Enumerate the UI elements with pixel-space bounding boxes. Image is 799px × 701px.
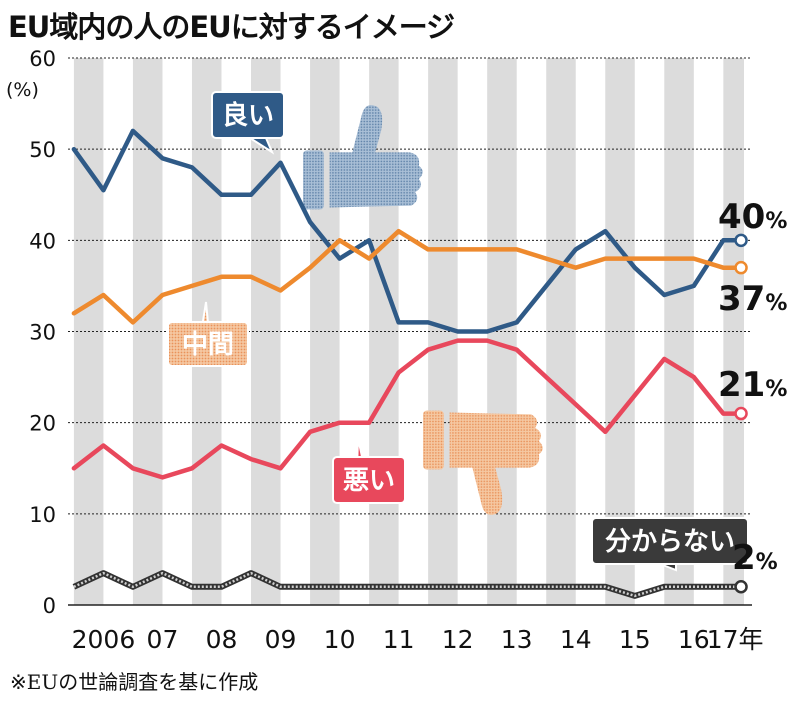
series-name-bad: 悪い — [343, 466, 395, 496]
series-line-unknown — [73, 571, 741, 598]
x-tick-label: 2006 — [72, 625, 136, 654]
x-tick-label: 09 — [265, 625, 297, 654]
x-tick-label: 15 — [619, 625, 651, 654]
end-marker-unknown — [734, 580, 748, 594]
series-name-neutral: 中間 — [182, 330, 234, 360]
y-axis-label: (%) — [6, 79, 39, 101]
chart-title: EU域内の人のEUに対するイメージ — [8, 10, 455, 44]
source-note: ※EUの世論調査を基に作成 — [10, 670, 259, 694]
y-tick-label: 0 — [43, 594, 56, 618]
x-tick-label: 12 — [442, 625, 474, 654]
series-line-bad — [71, 338, 744, 480]
x-tick-label: 10 — [324, 625, 356, 654]
x-tick-label: 16 — [678, 625, 710, 654]
x-tick-label: 13 — [501, 625, 533, 654]
end-marker-bad — [734, 406, 748, 421]
end-value-label-good: 40% — [718, 197, 787, 237]
series-name-good: 良い — [222, 100, 274, 131]
x-tick-label: 14 — [560, 625, 592, 654]
callout-neutral: 中間 — [167, 301, 249, 367]
end-marker-good — [734, 233, 748, 248]
end-value-label-unknown: 2% — [732, 538, 778, 578]
end-value-label-neutral: 37% — [718, 279, 787, 319]
callout-unknown: 分からない — [591, 517, 749, 572]
callout-bad: 悪い — [332, 437, 406, 504]
thumbs-down-icon — [423, 410, 543, 515]
thumbs-up-icon — [303, 105, 423, 210]
end-marker-neutral — [734, 260, 748, 275]
callout-good: 良い — [211, 91, 285, 155]
series-line-good — [71, 128, 744, 334]
y-tick-label: 60 — [29, 47, 56, 71]
y-tick-label: 30 — [29, 321, 56, 345]
x-tick-label: 07 — [147, 625, 179, 654]
y-tick-label: 40 — [29, 229, 56, 253]
y-tick-label: 10 — [29, 503, 56, 527]
series-name-unknown: 分からない — [605, 527, 735, 557]
series-line-unknown-outline — [72, 570, 741, 599]
series-line-neutral — [71, 228, 744, 325]
x-tick-label: 11 — [383, 625, 415, 654]
end-value-label-bad: 21% — [718, 365, 787, 405]
x-tick-label: 08 — [206, 625, 238, 654]
y-tick-label: 20 — [29, 412, 56, 436]
x-tick-label: 17年 — [707, 625, 764, 654]
y-tick-label: 50 — [29, 138, 56, 162]
